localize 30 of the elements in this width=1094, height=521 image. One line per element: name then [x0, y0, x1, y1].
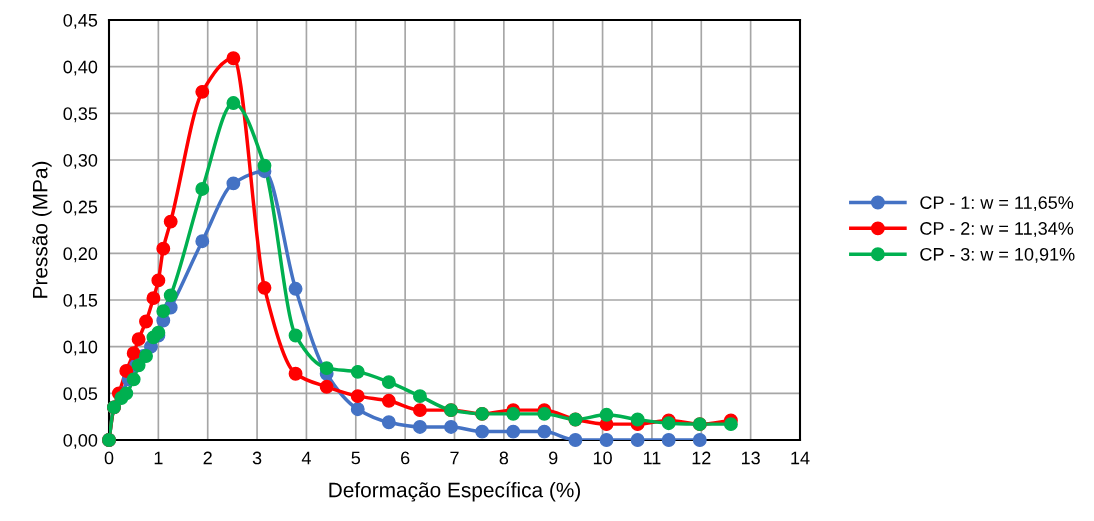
y-tick-label: 0,20 — [63, 247, 98, 263]
x-tick-label: 0 — [104, 451, 114, 465]
x-tick-label: 12 — [692, 451, 711, 465]
legend-label: CP - 3: w = 10,91% — [920, 247, 1075, 263]
y-tick-label: 0,05 — [63, 387, 98, 403]
x-tick-label: 3 — [252, 451, 262, 465]
x-tick-label: 1 — [154, 451, 163, 465]
x-tick-label: 2 — [203, 451, 212, 465]
x-tick-label: 10 — [593, 451, 612, 465]
y-tick-label: 0,10 — [63, 340, 98, 356]
x-tick-label: 4 — [301, 451, 311, 465]
y-tick-label: 0,40 — [63, 60, 98, 76]
x-axis-title: Deformação Específica (%) — [329, 481, 580, 502]
legend-label: CP - 2: w = 11,34% — [920, 222, 1074, 237]
x-tick-label: 5 — [351, 451, 361, 465]
x-tick-label: 13 — [741, 451, 760, 465]
x-tick-label: 6 — [401, 451, 410, 465]
y-tick-label: 0,00 — [63, 433, 98, 449]
x-tick-label: 11 — [643, 451, 661, 465]
x-tick-label: 14 — [791, 451, 810, 465]
x-tick-label: 9 — [549, 451, 558, 465]
legend-label: CP - 1: w = 11,65% — [920, 196, 1074, 212]
y-tick-label: 0,25 — [63, 200, 98, 216]
y-tick-label: 0,35 — [63, 107, 98, 123]
x-tick-label: 7 — [450, 451, 459, 465]
y-tick-label: 0,30 — [63, 153, 98, 169]
y-tick-label: 0,15 — [63, 293, 98, 309]
x-tick-label: 8 — [499, 451, 509, 465]
y-axis-title: Pressão (MPa) — [32, 161, 52, 298]
y-tick-label: 0,45 — [63, 13, 98, 29]
